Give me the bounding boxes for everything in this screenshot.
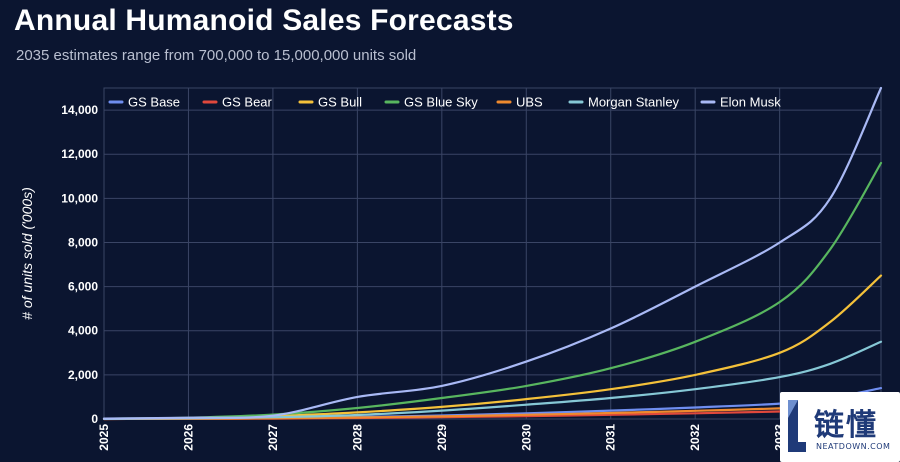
x-tick-label: 2025 [97,424,111,451]
y-tick-label: 2,000 [68,368,98,382]
legend-label-gs-bear: GS Bear [222,95,273,110]
legend-label-gs-base: GS Base [128,95,180,110]
series-line-elon-musk [102,86,883,420]
y-tick-label: 8,000 [68,235,98,249]
y-tick-label: 14,000 [61,103,98,117]
legend-label-gs-blue-sky: GS Blue Sky [404,95,478,110]
x-tick-label: 2027 [266,424,280,451]
y-tick-label: 12,000 [61,147,98,161]
series-line-gs-blue-sky [102,161,883,420]
legend-label-morgan-stanley: Morgan Stanley [588,95,680,110]
x-tick-label: 2030 [519,424,533,451]
legend-label-gs-bull: GS Bull [318,95,362,110]
y-tick-label: 10,000 [61,191,98,205]
x-tick-label: 2028 [350,424,364,451]
series-line-morgan-stanley [102,340,883,420]
y-tick-label: 0 [91,412,98,426]
y-tick-label: 6,000 [68,280,98,294]
legend-label-elon-musk: Elon Musk [720,95,781,110]
series-line-gs-bull [102,274,883,420]
watermark-l-icon [788,400,806,452]
y-tick-label: 4,000 [68,324,98,338]
watermark-subtext: NEATDOWN.COM [816,442,891,451]
y-axis-label: # of units sold ('000s) [19,187,35,320]
watermark-logo: 链懂 NEATDOWN.COM [780,392,900,462]
x-tick-label: 2026 [181,424,195,451]
chart-subtitle: 2035 estimates range from 700,000 to 15,… [16,47,417,64]
chart-title: Annual Humanoid Sales Forecasts [14,4,514,37]
plot-frame [103,87,882,420]
watermark-text: 链懂 [814,408,878,443]
x-tick-label: 2031 [604,424,618,451]
x-tick-label: 2029 [435,424,449,451]
x-tick-label: 2032 [688,424,702,451]
legend-label-ubs: UBS [516,95,543,110]
